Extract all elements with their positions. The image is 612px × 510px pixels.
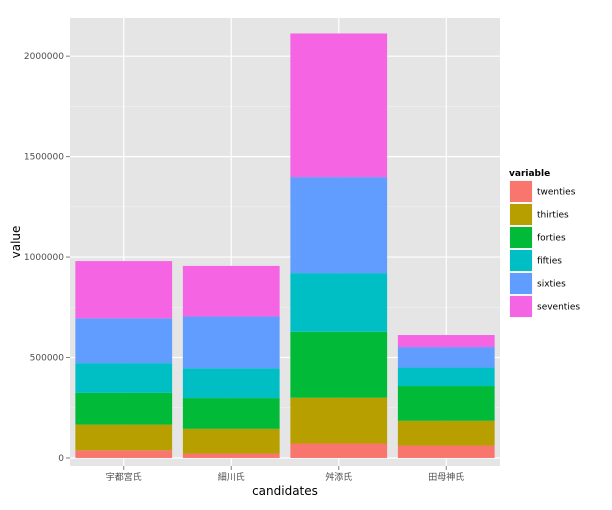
bar-segment-fifties — [182, 368, 280, 399]
bar-segment-twenties — [75, 450, 173, 458]
bar-segment-twenties — [397, 445, 495, 458]
bar-segment-sixties — [75, 318, 173, 364]
y-tick-label: 2000000 — [24, 52, 64, 62]
y-tick-label: 500000 — [30, 354, 65, 364]
x-tick-label: 田母神氏 — [428, 471, 464, 483]
bar-segment-thirties — [75, 424, 173, 451]
bar-segment-twenties — [182, 453, 280, 458]
bar-segment-forties — [75, 392, 173, 425]
x-tick-label: 宇都宮氏 — [106, 471, 142, 483]
bar-segment-sixties — [397, 347, 495, 368]
y-axis: 0 500000 1000000 1500000 2000000 — [24, 52, 70, 464]
legend-swatch-sixties — [510, 273, 532, 294]
bar-segment-seventies — [75, 261, 173, 319]
x-axis: 宇都宮氏 細川氏 舛添氏 田母神氏 — [106, 466, 464, 483]
bar-segment-thirties — [397, 420, 495, 446]
bar-segment-seventies — [397, 335, 495, 348]
legend-label: forties — [537, 234, 566, 244]
legend: variable twenties thirties forties fifties s… — [508, 169, 580, 319]
legend-swatch-fifties — [510, 250, 532, 271]
y-tick-label: 1500000 — [24, 153, 64, 163]
bar-segment-twenties — [290, 443, 388, 458]
y-tick-label: 1000000 — [24, 253, 64, 263]
x-tick-label: 細川氏 — [218, 471, 245, 483]
legend-label: sixties — [537, 280, 566, 290]
bar-segment-fifties — [75, 363, 173, 393]
legend-swatch-thirties — [510, 204, 532, 225]
legend-label: twenties — [537, 188, 576, 198]
bar-segment-sixties — [182, 316, 280, 369]
bar-segment-thirties — [290, 397, 388, 444]
legend-label: fifties — [537, 257, 562, 267]
bar-segment-seventies — [290, 33, 388, 178]
legend-swatch-seventies — [510, 296, 532, 317]
bar-segment-sixties — [290, 177, 388, 274]
y-tick-label: 0 — [58, 454, 64, 464]
bar-segment-forties — [182, 398, 280, 429]
legend-swatch-twenties — [510, 181, 532, 202]
legend-swatch-forties — [510, 227, 532, 248]
legend-title: variable — [509, 169, 550, 179]
bar-segment-fifties — [397, 367, 495, 387]
legend-label: seventies — [537, 303, 580, 313]
bar-segment-fifties — [290, 273, 388, 332]
bars-layer — [75, 33, 495, 458]
bar-segment-thirties — [182, 428, 280, 454]
y-axis-title: value — [9, 226, 23, 259]
bar-segment-forties — [397, 386, 495, 421]
bar-segment-seventies — [182, 265, 280, 317]
bar-segment-forties — [290, 331, 388, 398]
x-tick-label: 舛添氏 — [325, 471, 352, 483]
x-axis-title: candidates — [252, 484, 318, 498]
legend-label: thirties — [537, 211, 569, 221]
